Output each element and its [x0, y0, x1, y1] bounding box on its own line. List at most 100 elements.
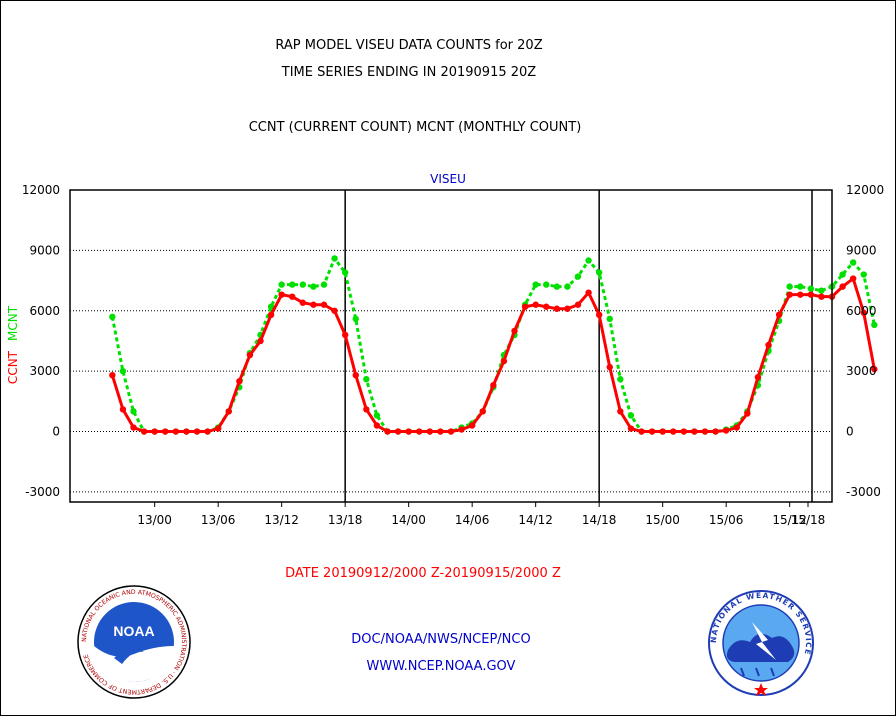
- grid-layer: [70, 190, 832, 502]
- x-tick-label: 13/18: [328, 513, 363, 527]
- data-point-ccnt: [468, 422, 476, 429]
- data-point-mcnt: [627, 412, 635, 419]
- data-point-ccnt: [183, 428, 190, 435]
- data-point-ccnt: [405, 428, 412, 435]
- data-point-ccnt: [416, 428, 423, 435]
- data-point-mcnt: [130, 408, 137, 415]
- x-tick-label: 14/18: [582, 513, 617, 527]
- data-point-ccnt: [500, 357, 508, 365]
- data-point-ccnt: [606, 363, 613, 371]
- data-point-ccnt: [310, 301, 317, 308]
- data-point-mcnt: [119, 367, 127, 375]
- data-point-mcnt: [278, 281, 285, 288]
- data-point-mcnt: [574, 273, 582, 280]
- data-point-ccnt: [394, 428, 402, 435]
- data-point-mcnt: [818, 287, 825, 294]
- data-point-ccnt: [204, 428, 211, 435]
- noaa-logo: NOAA NATIONAL OCEANIC AND ATMOSPHERIC AD…: [77, 585, 191, 699]
- data-point-mcnt: [267, 303, 275, 310]
- data-point-ccnt: [109, 371, 116, 379]
- data-point-ccnt: [680, 428, 688, 435]
- data-point-ccnt: [511, 327, 518, 335]
- data-point-ccnt: [236, 378, 243, 385]
- data-point-ccnt: [797, 291, 804, 298]
- series-line-ccnt: [110, 276, 876, 434]
- data-point-ccnt: [331, 307, 338, 314]
- data-point-ccnt: [543, 303, 550, 310]
- data-point-ccnt: [638, 428, 645, 435]
- data-point-mcnt: [289, 281, 296, 288]
- y-tick-label-right: 6000: [846, 304, 877, 318]
- data-point-ccnt: [839, 283, 846, 290]
- nws-logo: NATIONAL WEATHER SERVICE: [708, 590, 814, 696]
- data-point-ccnt: [225, 408, 232, 415]
- x-tick-label: 13/12: [264, 513, 299, 527]
- x-tick-label: 15/00: [645, 513, 680, 527]
- data-point-mcnt: [373, 412, 381, 419]
- data-point-ccnt: [712, 428, 719, 435]
- series-line-mcnt: [110, 255, 876, 434]
- data-point-ccnt: [818, 293, 825, 300]
- data-point-ccnt: [701, 428, 709, 435]
- data-point-ccnt: [849, 275, 857, 282]
- y-tick-label-left: 9000: [29, 243, 60, 257]
- x-tick-label: 15/06: [709, 513, 744, 527]
- data-point-ccnt: [765, 341, 772, 349]
- data-point-ccnt: [426, 428, 434, 435]
- url-text: WWW.NCEP.NOAA.GOV: [366, 659, 516, 674]
- data-point-mcnt: [341, 269, 349, 276]
- x-tick-label: 15/12: [772, 513, 807, 527]
- data-point-ccnt: [373, 422, 381, 429]
- data-point-ccnt: [447, 428, 455, 435]
- data-point-mcnt: [786, 283, 793, 290]
- data-point-ccnt: [754, 374, 762, 381]
- data-point-mcnt: [797, 283, 804, 290]
- data-point-ccnt: [490, 382, 497, 389]
- data-point-ccnt: [691, 428, 698, 435]
- x-tick-label: 14/12: [518, 513, 553, 527]
- data-point-ccnt: [363, 406, 370, 413]
- x-tick-label: 15/18: [791, 513, 826, 527]
- data-point-ccnt: [744, 410, 751, 417]
- header-line-3: CCNT (CURRENT COUNT) MCNT (MONTHLY COUNT…: [248, 120, 582, 135]
- data-point-ccnt: [574, 301, 582, 308]
- data-point-ccnt: [648, 428, 656, 435]
- plot-frame: [69, 189, 833, 503]
- data-point-mcnt: [595, 269, 603, 276]
- data-point-ccnt: [521, 303, 529, 310]
- data-point-mcnt: [860, 271, 867, 278]
- data-point-ccnt: [670, 428, 677, 435]
- y-tick-label-right: -3000: [846, 485, 881, 499]
- series-layer: [109, 255, 878, 435]
- data-point-ccnt: [722, 427, 730, 434]
- data-point-ccnt: [659, 428, 666, 435]
- data-point-ccnt: [775, 311, 783, 318]
- data-point-ccnt: [151, 428, 158, 435]
- data-point-ccnt: [871, 365, 878, 373]
- data-point-ccnt: [214, 425, 222, 432]
- data-point-ccnt: [320, 301, 328, 308]
- y-tick-label-right: 12000: [846, 183, 884, 197]
- y-tick-label-left: -3000: [25, 485, 60, 499]
- y-tick-label-left: 0: [52, 425, 60, 439]
- data-point-ccnt: [807, 291, 815, 298]
- x-tick-label: 14/00: [391, 513, 426, 527]
- data-point-ccnt: [246, 351, 254, 359]
- data-point-mcnt: [553, 283, 561, 290]
- chart-title: VISEU: [430, 172, 466, 186]
- axis-layer: -3000 -3000 0 0 3000 3000 6000 6000 9000 9000 1200…: [22, 183, 884, 527]
- data-point-ccnt: [617, 408, 624, 415]
- data-point-ccnt: [352, 371, 359, 379]
- data-point-ccnt: [119, 406, 127, 413]
- data-point-ccnt: [458, 426, 465, 433]
- data-point-ccnt: [267, 311, 275, 318]
- data-point-ccnt: [553, 305, 561, 312]
- data-point-mcnt: [310, 283, 317, 290]
- data-point-mcnt: [363, 376, 370, 383]
- data-point-ccnt: [564, 305, 571, 312]
- data-point-ccnt: [130, 424, 137, 431]
- data-point-mcnt: [849, 259, 857, 266]
- data-point-mcnt: [299, 281, 307, 288]
- org-text: DOC/NOAA/NWS/NCEP/NCO: [351, 632, 531, 647]
- data-point-mcnt: [320, 281, 328, 288]
